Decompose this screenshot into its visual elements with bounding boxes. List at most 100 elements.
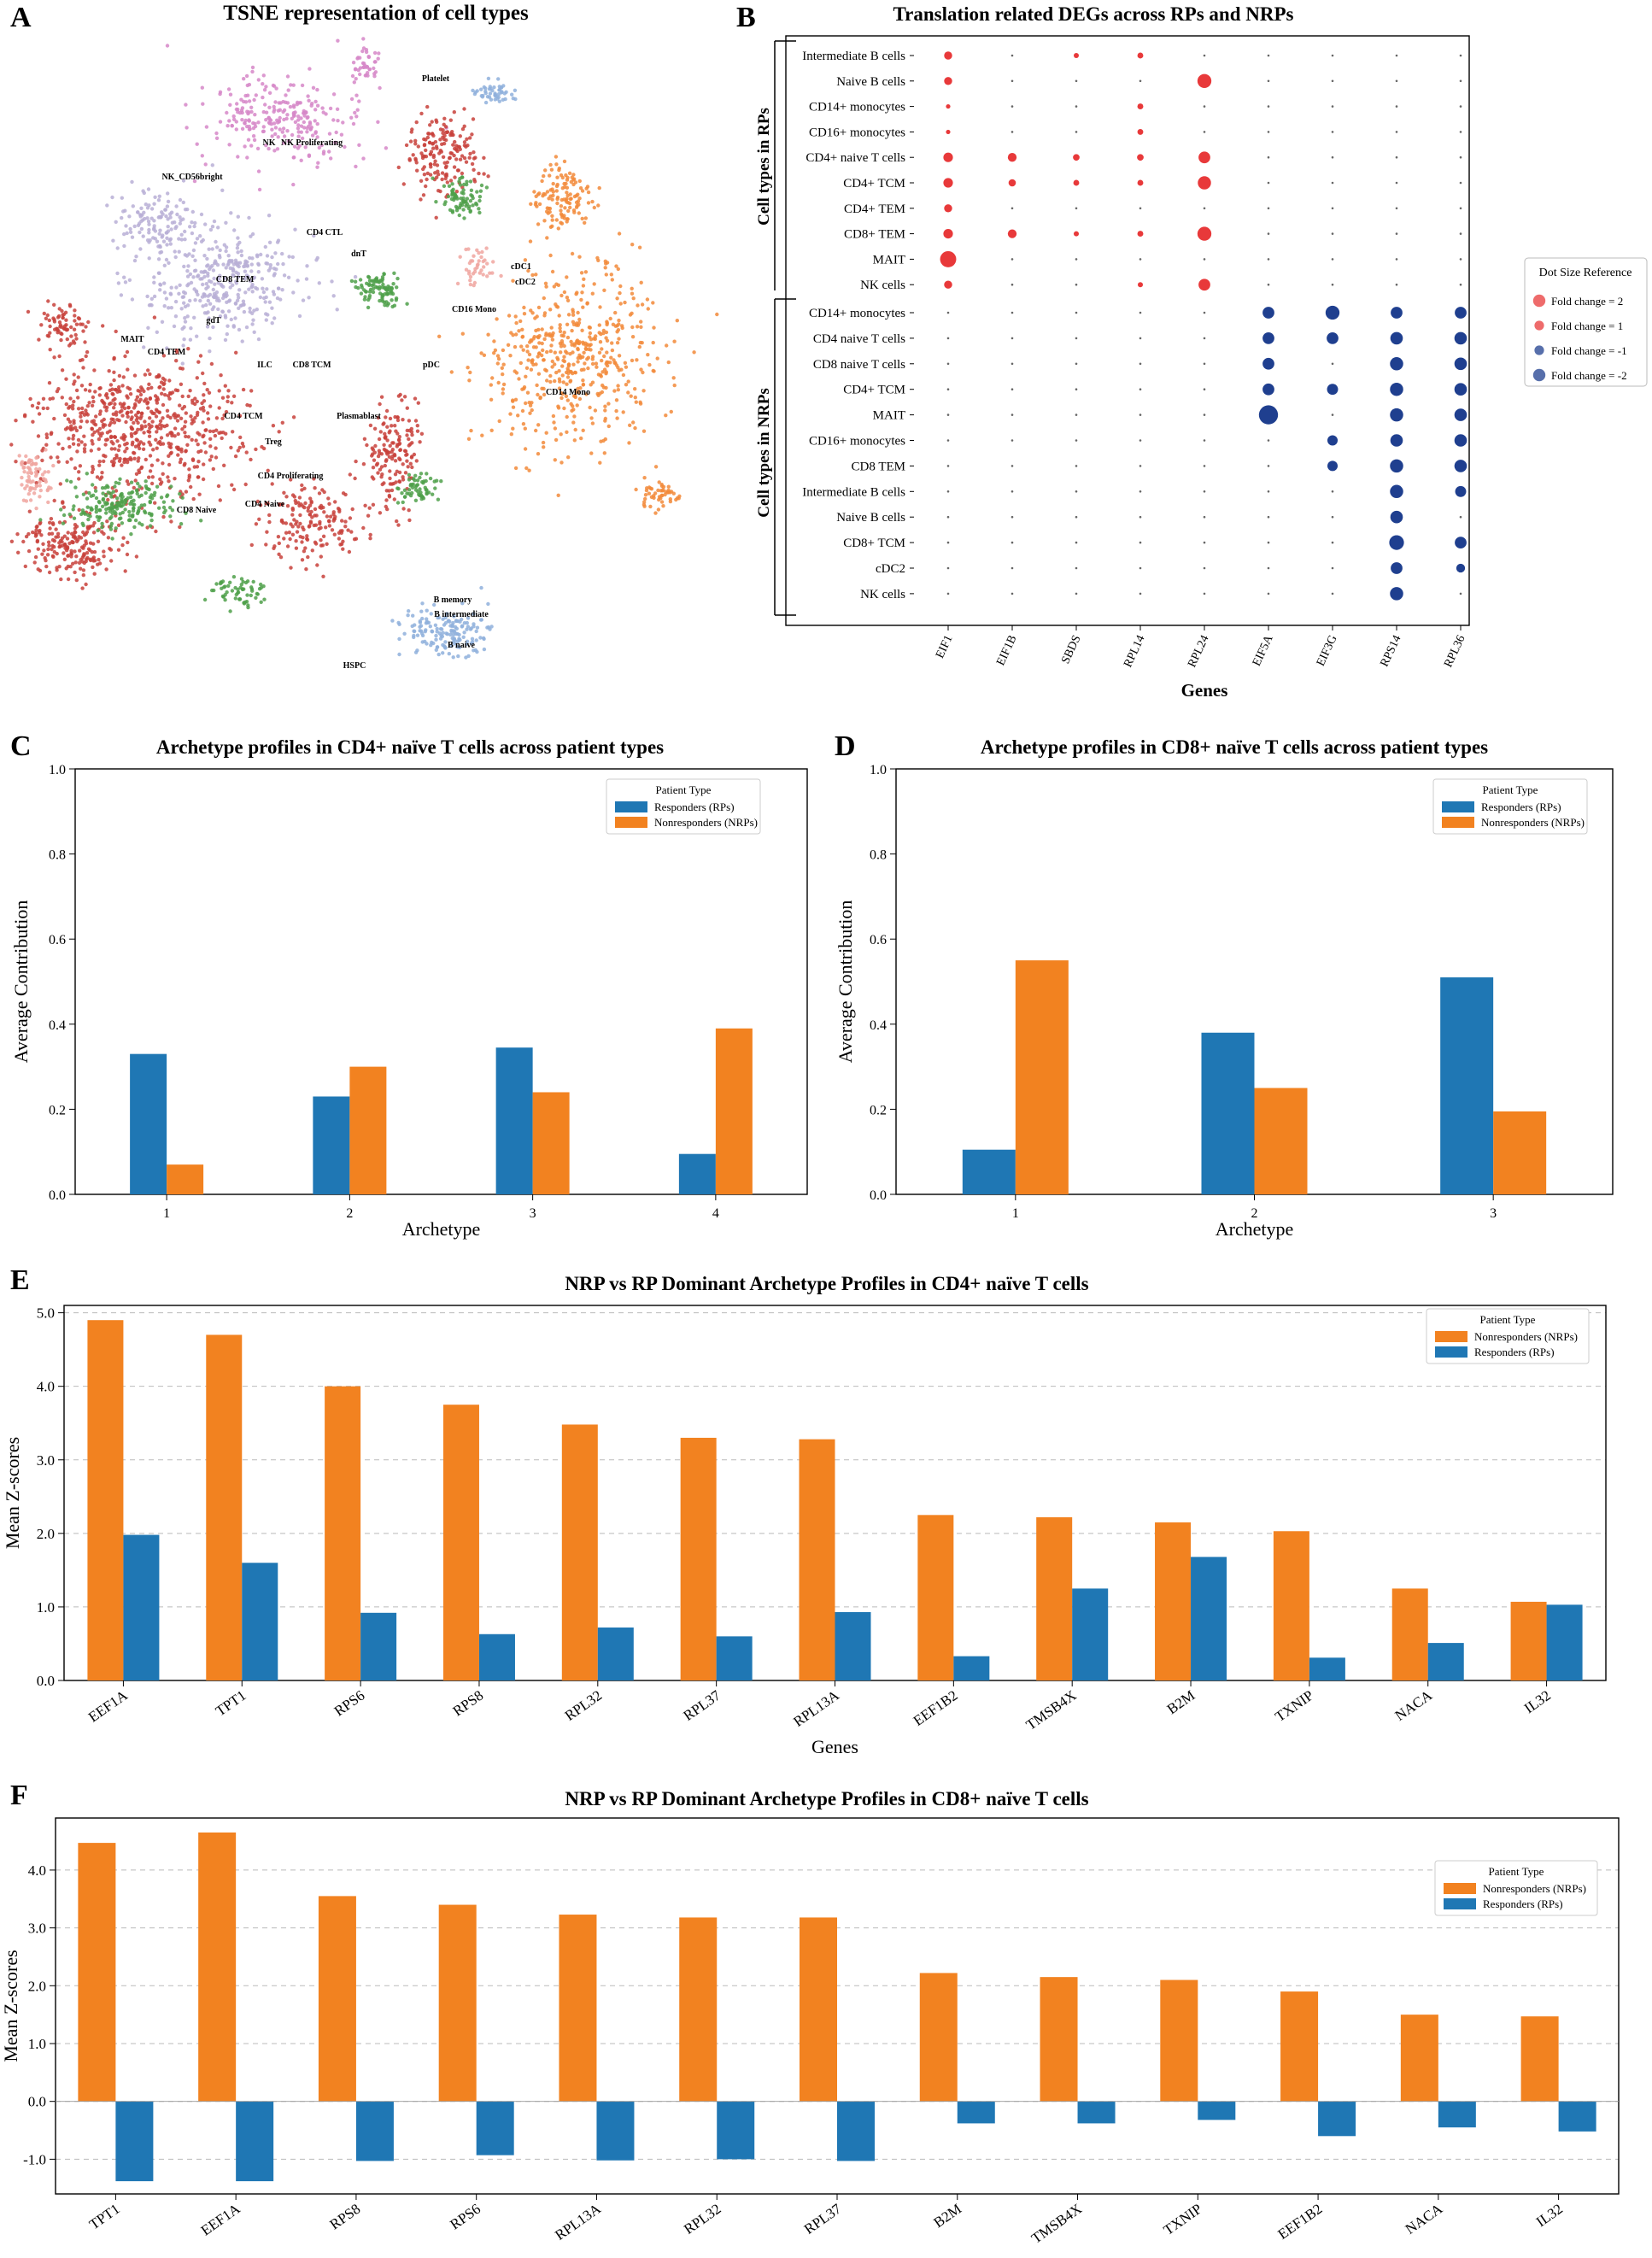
tsne-point [109,495,114,499]
tsne-point [605,261,610,265]
tsne-point [127,387,132,391]
dot [1331,515,1334,519]
tsne-point [372,66,376,71]
tsne-point [384,450,389,455]
dot [1203,490,1206,493]
tsne-point [153,229,158,233]
tsne-point [142,345,146,349]
tsne-point [319,506,324,510]
dot [1267,232,1270,235]
tsne-point [562,197,566,202]
tsne-point [550,214,554,218]
tsne-point [305,264,309,268]
dot [1075,207,1078,210]
tsne-point [225,331,229,337]
tsne-point [84,539,88,543]
tsne-point [201,420,205,425]
tsne-point [528,403,533,408]
bar [1254,1088,1308,1194]
dot [1331,362,1334,366]
row-label: CD4+ TEM [844,202,905,216]
tsne-point [149,496,155,501]
tsne-point [208,404,213,408]
tsne-point [587,325,592,330]
tsne-point [497,99,501,103]
tsne-point [189,280,194,285]
tsne-point [200,401,204,406]
tsne-point [434,144,439,149]
tsne-point [58,482,63,486]
tsne-point [571,173,576,177]
dot [1011,490,1014,493]
tsne-point [605,320,609,324]
tsne-point [248,306,252,311]
tsne-point [520,334,525,339]
bar [198,1832,237,2102]
tsne-point [97,500,102,504]
tsne-point [249,105,254,109]
tsne-point [294,546,299,550]
tsne-point [201,371,205,376]
tsne-point [251,579,255,584]
tsne-point [522,385,527,390]
dot [1459,592,1462,595]
tsne-point [442,202,447,207]
dot [1267,79,1270,83]
tsne-point [452,165,457,169]
legend-label: Fold change = -1 [1551,344,1627,357]
dot [1011,362,1014,366]
tsne-point [439,479,443,484]
tsne-point [158,482,163,486]
tsne-point [46,540,51,544]
tsne-point [281,261,285,267]
dot [1075,362,1078,366]
tsne-point [501,348,506,353]
tsne-point [125,479,130,484]
tsne-point [327,150,331,154]
tsne-point [420,601,425,606]
tsne-point [192,224,196,229]
tsne-point [310,548,314,553]
tsne-point [401,462,405,466]
tsne-point [449,196,454,202]
tsne-point [243,600,248,604]
tsne-point [559,204,564,208]
dot [1459,258,1462,261]
tsne-point [567,171,572,175]
tsne-point [367,283,372,287]
tsne-point [147,382,151,386]
tsne-point [471,272,476,276]
tsne-point [65,478,69,483]
dot [1459,155,1462,159]
tsne-cluster-label: CD4 TCM [224,412,263,421]
tsne-point [144,490,148,496]
tsne-point [612,358,616,362]
tsne-point [416,401,420,405]
tsne-point [450,189,454,193]
tsne-point [500,366,504,370]
tsne-point [145,216,149,220]
tsne-point [365,443,369,448]
tsne-point [327,519,331,523]
tsne-point [174,348,179,353]
tsne-point [442,133,447,138]
tsne-point [128,392,133,396]
tsne-point [109,440,114,444]
tsne-point [208,444,213,449]
tsne-point [162,263,167,267]
tsne-point [220,296,226,301]
legend-label: Fold change = 2 [1551,295,1623,308]
dot [1075,541,1078,544]
tsne-point [114,220,118,224]
tsne-point [163,508,167,513]
tsne-point [431,132,435,136]
tsne-point [583,346,588,351]
tsne-point [471,88,475,93]
tsne-panel: TSNE representation of cell types Platel… [0,0,735,683]
dot [1075,566,1078,570]
tsne-point [100,525,104,530]
tsne-point [37,412,42,416]
tsne-point [16,550,21,554]
tsne-point [127,518,132,522]
tsne-point [132,373,138,378]
